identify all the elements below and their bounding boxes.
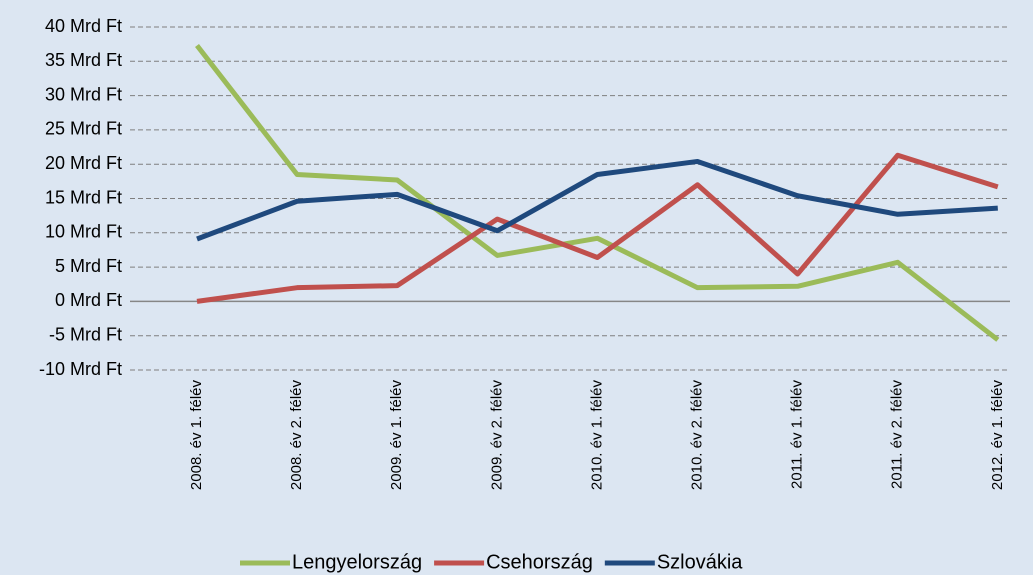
x-tick-label: 2008. év 2. félév (288, 380, 305, 491)
y-tick-label: 20 Mrd Ft (45, 153, 122, 173)
y-tick-label: 15 Mrd Ft (45, 187, 122, 207)
y-tick-label: -5 Mrd Ft (49, 324, 122, 344)
y-tick-label: 5 Mrd Ft (55, 256, 122, 276)
y-tick-label: 40 Mrd Ft (45, 16, 122, 36)
series-line (196, 152, 999, 304)
y-tick-label: 30 Mrd Ft (45, 84, 122, 104)
y-tick-label: 35 Mrd Ft (45, 50, 122, 70)
y-tick-label: 0 Mrd Ft (55, 290, 122, 310)
series-line (195, 43, 1000, 342)
y-tick-label: 25 Mrd Ft (45, 119, 122, 139)
y-tick-label: 10 Mrd Ft (45, 222, 122, 242)
legend-label: Szlovákia (657, 551, 743, 573)
x-tick-label: 2009. év 1. félév (388, 380, 405, 491)
x-tick-label: 2010. év 2. félév (688, 380, 705, 491)
x-tick-label: 2008. év 1. félév (188, 380, 205, 491)
legend-label: Csehország (486, 551, 593, 573)
x-tick-label: 2011. év 2. félév (889, 380, 906, 489)
x-tick-label: 2012. év 1. félév (989, 380, 1006, 491)
y-tick-label: -10 Mrd Ft (39, 359, 122, 379)
legend-label: Lengyelország (292, 551, 422, 573)
x-tick-label: 2010. év 1. félév (588, 380, 605, 491)
x-tick-label: 2009. év 2. félév (488, 380, 505, 491)
series-line (196, 158, 998, 242)
x-tick-label: 2011. év 1. félév (789, 380, 806, 489)
